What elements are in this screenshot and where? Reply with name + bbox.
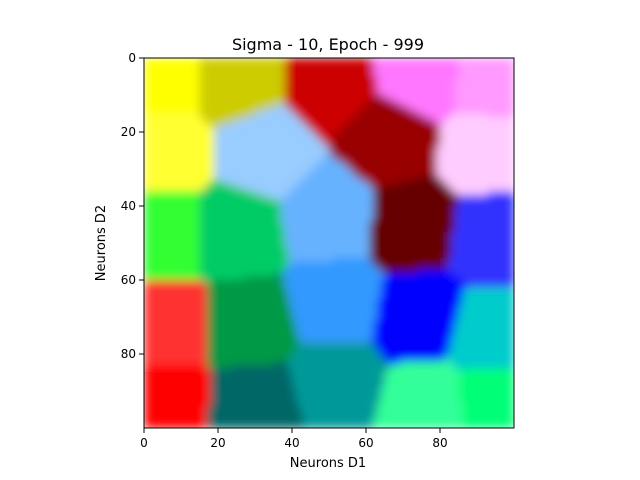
x-axis: 0 20 40 60 80	[140, 428, 448, 450]
x-tick-label: 0	[140, 436, 148, 450]
y-axis: 0 20 40 60 80	[121, 51, 144, 361]
y-tick-label: 80	[121, 347, 136, 361]
y-tick-label: 0	[128, 51, 136, 65]
x-axis-label: Neurons D1	[290, 456, 366, 471]
heatmap-cells	[144, 58, 514, 428]
y-tick-label: 20	[121, 125, 136, 139]
y-tick-label: 60	[121, 273, 136, 287]
y-axis-label: Neurons D2	[94, 205, 109, 281]
x-tick-label: 80	[432, 436, 447, 450]
heatmap-area	[144, 58, 514, 428]
chart-title: Sigma - 10, Epoch - 999	[232, 35, 424, 54]
x-tick-label: 60	[358, 436, 373, 450]
x-tick-label: 20	[210, 436, 225, 450]
x-tick-label: 40	[284, 436, 299, 450]
plot-frame	[143, 57, 515, 429]
y-tick-label: 40	[121, 199, 136, 213]
